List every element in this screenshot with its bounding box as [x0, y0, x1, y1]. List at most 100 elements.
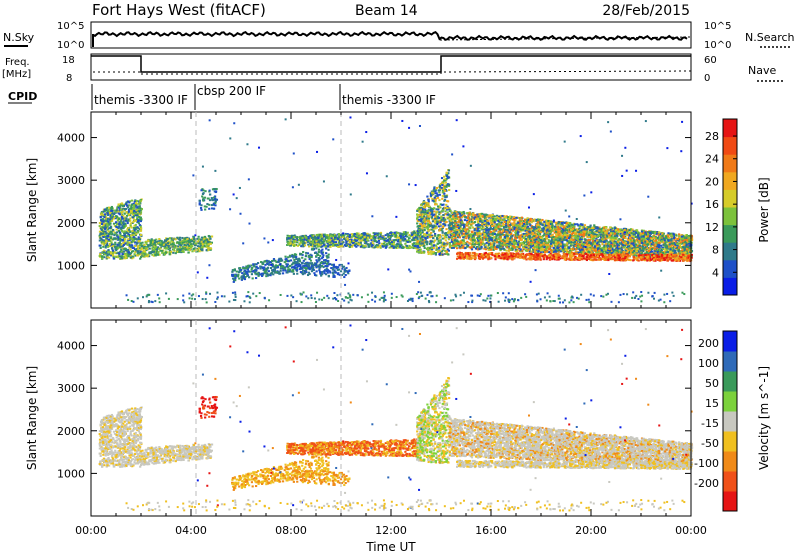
- power-cell: [133, 230, 136, 233]
- power-cell: [105, 226, 108, 229]
- power-cell: [133, 253, 136, 256]
- power-cell: [382, 236, 385, 239]
- cpid-label: CPID: [8, 90, 37, 103]
- power-cell: [271, 269, 274, 272]
- power-cell: [422, 251, 425, 254]
- power-cell: [293, 234, 296, 237]
- power-cell: [303, 236, 306, 239]
- power-cell: [292, 269, 295, 272]
- power-cell: [418, 218, 421, 221]
- power-cell: [340, 233, 343, 236]
- power-cell: [279, 272, 282, 275]
- power-cell: [420, 211, 423, 214]
- power-cell: [161, 244, 164, 247]
- power-cell: [431, 191, 434, 194]
- power-cell: [443, 179, 446, 182]
- power-cell: [318, 267, 321, 270]
- power-cell: [528, 227, 531, 230]
- power-cell: [307, 264, 310, 267]
- power-cell: [139, 249, 142, 252]
- power-cell: [320, 274, 323, 277]
- power-cell: [376, 246, 379, 249]
- power-cell: [448, 246, 452, 249]
- power-cell: [123, 218, 126, 221]
- power-cell: [293, 255, 296, 258]
- power-cell: [236, 275, 240, 278]
- nsearch-scale-bottom: 10^0: [704, 40, 731, 51]
- power-cell: [328, 244, 331, 247]
- power-cell: [103, 213, 107, 216]
- power-cell: [332, 266, 335, 269]
- power-cell: [337, 268, 340, 271]
- power-cell: [282, 269, 285, 272]
- power-cell: [124, 256, 128, 259]
- power-cell: [232, 269, 235, 272]
- power-cell: [300, 267, 303, 270]
- power-cell: [322, 239, 325, 242]
- power-cell: [310, 262, 313, 265]
- power-cell: [115, 247, 119, 250]
- power-cell: [400, 237, 403, 240]
- power-cell: [139, 248, 142, 251]
- power-cell: [199, 239, 203, 242]
- power-cell: [138, 205, 141, 208]
- power-cell: [445, 206, 449, 209]
- power-cell: [389, 236, 392, 239]
- power-cell: [271, 270, 274, 273]
- power-cell: [320, 249, 323, 252]
- power-cell: [372, 235, 376, 238]
- power-cell: [134, 204, 138, 207]
- power-cell: [129, 252, 133, 255]
- power-cell: [373, 239, 376, 242]
- power-cell: [131, 257, 134, 260]
- power-cell: [104, 253, 107, 256]
- power-cell: [438, 193, 441, 196]
- power-cell: [134, 199, 137, 202]
- power-cell: [170, 243, 173, 246]
- power-cell: [412, 231, 415, 234]
- power-cell: [153, 239, 157, 242]
- power-cell: [416, 222, 419, 225]
- power-cell: [272, 258, 276, 261]
- power-cell: [147, 244, 150, 247]
- power-cell: [328, 236, 331, 239]
- power-cell: [278, 260, 281, 263]
- power-cell: [316, 242, 319, 245]
- power-cell: [199, 240, 202, 243]
- power-cell: [130, 245, 133, 248]
- power-cell: [404, 245, 407, 248]
- power-cell: [315, 263, 318, 266]
- power-cell: [139, 229, 143, 232]
- power-cell: [263, 271, 266, 274]
- power-cell: [295, 243, 298, 246]
- power-cell: [122, 250, 125, 253]
- power-cell: [286, 234, 289, 237]
- power-cell: [444, 186, 447, 189]
- power-cell: [302, 245, 305, 248]
- power-cell: [139, 216, 142, 219]
- power-cell: [422, 220, 425, 223]
- power-cell: [205, 245, 208, 248]
- power-cell: [446, 200, 449, 203]
- power-cell: [163, 252, 166, 255]
- power-cell: [431, 240, 434, 243]
- power-cell: [387, 240, 391, 243]
- power-cell: [419, 235, 422, 238]
- power-cell: [131, 213, 135, 216]
- power-cell: [321, 237, 324, 240]
- power-cell: [102, 210, 105, 213]
- power-cell: [316, 245, 319, 248]
- power-cell: [434, 203, 437, 206]
- power-cell: [186, 246, 189, 249]
- power-cell: [215, 190, 218, 193]
- power-cell: [147, 245, 150, 248]
- power-cell: [300, 245, 303, 248]
- power-cell: [305, 261, 308, 264]
- power-cell: [154, 244, 157, 247]
- power-cell: [133, 205, 136, 208]
- power-cell: [383, 239, 386, 242]
- power-cell: [287, 238, 291, 241]
- power-cell: [203, 205, 206, 208]
- power-cell: [139, 256, 143, 259]
- power-cell: [390, 239, 393, 242]
